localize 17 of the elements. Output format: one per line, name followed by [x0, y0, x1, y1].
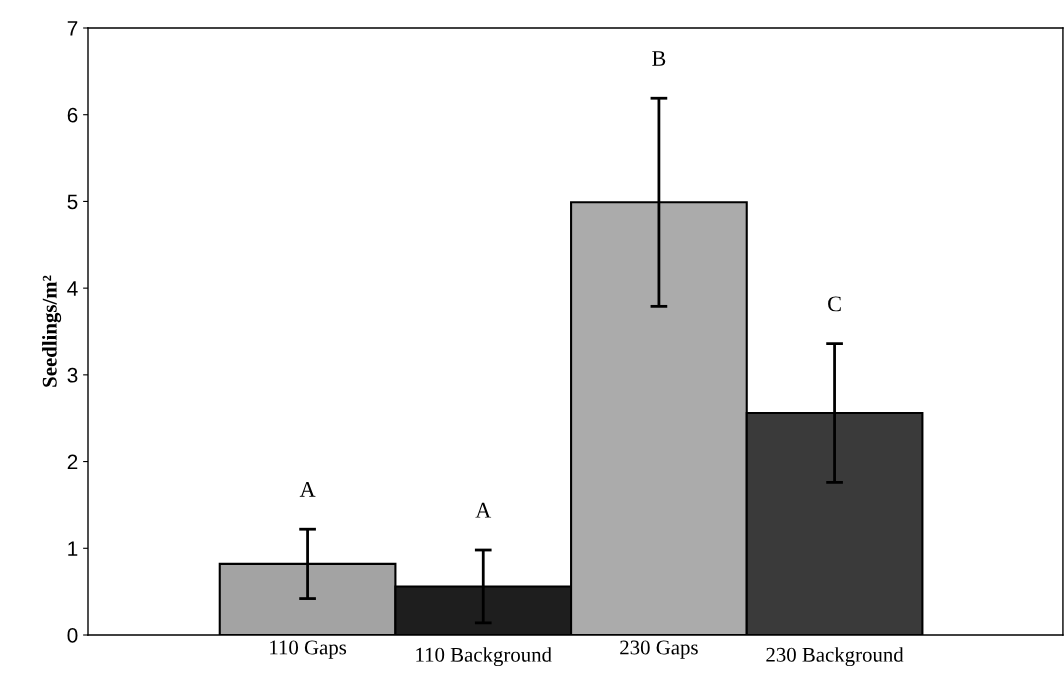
y-tick-label: 4 — [67, 281, 78, 296]
annotation: B — [652, 51, 666, 66]
x-tick-label: 110 Gaps — [270, 640, 347, 659]
annotation: A — [299, 482, 316, 497]
y-tick-label: 0 — [67, 628, 78, 643]
annotation: A — [475, 502, 492, 518]
y-tick-label: 6 — [67, 107, 78, 123]
y-tick-label: 1 — [68, 541, 78, 556]
y-tick-label: 5 — [67, 194, 78, 210]
x-tick-label: 110 Background — [416, 647, 552, 667]
x-tick-label: 230 Gaps — [620, 640, 698, 659]
y-tick-label: 2 — [67, 454, 78, 470]
x-tick-label: 230 Background — [766, 647, 904, 667]
y-tick-label: 3 — [67, 367, 78, 383]
y-axis-title: Seedlings/m² — [42, 275, 62, 387]
annotation: C — [828, 296, 841, 312]
y-tick-label: 7 — [67, 21, 78, 36]
